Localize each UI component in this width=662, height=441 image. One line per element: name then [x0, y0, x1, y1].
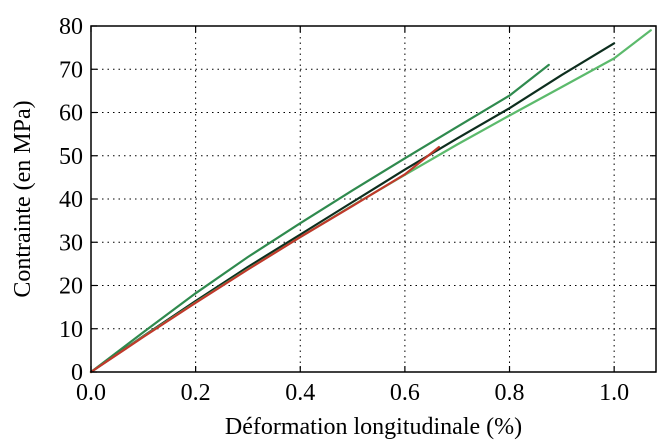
y-tick-label: 20: [59, 274, 83, 300]
x-tick-label: 0.8: [495, 380, 525, 406]
x-tick-label: 0.4: [285, 380, 315, 406]
y-tick-label: 30: [59, 230, 83, 256]
grid: [90, 25, 656, 373]
series-lines: [89, 29, 652, 374]
y-tick-label: 80: [59, 14, 83, 40]
y-tick-label: 50: [59, 144, 83, 170]
y-tick-label: 70: [59, 57, 83, 83]
series-line-3: [89, 29, 652, 374]
plot-frame: [90, 25, 657, 373]
x-tick-label: 0.6: [390, 380, 420, 406]
series-line-1: [89, 63, 550, 374]
series-line-4: [89, 146, 440, 374]
x-tick-label: 0.2: [181, 380, 211, 406]
y-tick-label: 40: [59, 187, 83, 213]
series-line-2: [89, 42, 616, 374]
y-tick-label: 0: [71, 360, 83, 386]
x-axis-label: Déformation longitudinale (%): [225, 414, 522, 440]
y-tick-label: 10: [59, 317, 83, 343]
axis-ticks: 0.0 0.2 0.4 0.6 0.8 1.0 0 10 20 30 40 50 60 70 80: [59, 14, 656, 406]
x-tick-label: 1.0: [599, 380, 629, 406]
x-tick-label: 0.0: [76, 380, 106, 406]
y-axis-label: Contrainte (en MPa): [10, 100, 36, 297]
y-tick-label: 60: [59, 101, 83, 127]
